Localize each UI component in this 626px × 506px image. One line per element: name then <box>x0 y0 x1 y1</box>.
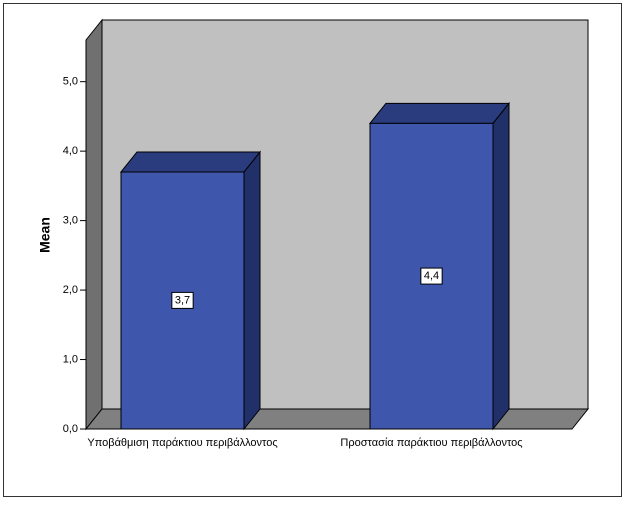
value-label-box <box>171 291 194 309</box>
value-label: 3,7 <box>175 294 190 306</box>
y-tick-label: 5,0 <box>63 76 78 88</box>
value-label-box <box>420 267 443 285</box>
y-tick-label: 2,0 <box>63 284 78 296</box>
bar-side <box>492 101 510 431</box>
bar-top <box>368 102 511 124</box>
x-tick-label: Υποβάθμιση παράκτιου περιβάλλοντος <box>87 437 277 449</box>
bar-top <box>119 151 262 173</box>
y-tick-label: 4,0 <box>63 145 78 157</box>
y-tick-label: 1,0 <box>63 353 78 365</box>
y-tick-label: 3,0 <box>63 215 78 227</box>
value-label: 4,4 <box>424 270 439 282</box>
bar-side <box>243 150 261 431</box>
y-tick-label: 0,0 <box>63 423 78 435</box>
side-wall <box>85 18 103 431</box>
y-axis-title: Mean <box>37 217 53 253</box>
x-tick-label: Προστασία παράκτιου περιβάλλοντος <box>340 437 522 449</box>
